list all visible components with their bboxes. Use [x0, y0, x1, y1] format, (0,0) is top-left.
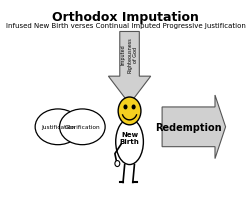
Ellipse shape: [35, 109, 80, 145]
Text: Justification: Justification: [41, 125, 75, 130]
Text: Orthodox Imputation: Orthodox Imputation: [52, 11, 198, 24]
Text: Glorification: Glorification: [64, 125, 100, 130]
Text: Redemption: Redemption: [154, 122, 221, 132]
Ellipse shape: [59, 109, 105, 145]
Circle shape: [118, 98, 141, 125]
Ellipse shape: [115, 119, 143, 165]
Circle shape: [131, 105, 135, 110]
Polygon shape: [162, 96, 225, 159]
Circle shape: [123, 105, 127, 110]
Text: New
Birth: New Birth: [119, 131, 139, 145]
Circle shape: [114, 161, 119, 167]
Polygon shape: [108, 32, 150, 104]
Text: Infused New Birth verses Continual Imputed Progressive Justification: Infused New Birth verses Continual Imput…: [6, 22, 244, 28]
Text: Imputed
Righteousness
of God: Imputed Righteousness of God: [120, 37, 138, 72]
